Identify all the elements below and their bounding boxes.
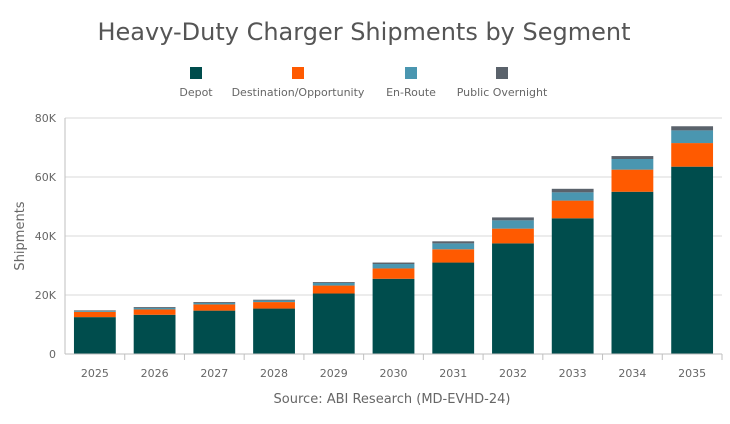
bar-2033-series-1 [551,200,594,219]
bar-2029-series-0 [312,293,355,354]
x-tick-label-2027: 2027 [200,367,228,380]
chart-title: Heavy-Duty Charger Shipments by Segment [97,18,630,46]
bar-2030-series-1 [372,268,415,279]
bar-2026-series-3 [133,307,176,308]
y-axis-title: Shipments [13,201,28,270]
bar-2029-series-1 [312,285,355,294]
x-tick-label-2029: 2029 [320,367,348,380]
x-tick-label-2028: 2028 [260,367,288,380]
bar-2028-series-3 [253,299,295,301]
legend-label-1: Destination/Opportunity [232,86,365,99]
bar-2031-series-0 [432,262,475,354]
legend-swatch-2 [405,67,417,79]
bar-2032-series-2 [492,220,534,229]
bar-2025-series-2 [73,310,116,312]
legend-label-2: En-Route [386,86,436,99]
y-tick-label-4: 80K [35,112,57,125]
bar-2033-series-2 [551,192,594,201]
bar-2027-series-3 [193,302,236,303]
y-tick-label-2: 40K [35,230,57,243]
bar-2026-series-2 [133,307,176,310]
bar-2035-series-1 [671,143,714,167]
x-tick-label-2031: 2031 [439,367,467,380]
x-tick-label-2034: 2034 [618,367,646,380]
legend: Depot Destination/Opportunity En-Route Publ… [179,67,548,99]
bar-2031-series-1 [432,249,475,263]
bar-2025-series-1 [73,311,116,318]
bar-2030-series-3 [372,262,415,265]
legend-label-0: Depot [179,86,213,99]
bar-2026-series-0 [133,314,176,354]
bar-2025-series-3 [73,310,116,311]
legend-swatch-0 [190,67,202,79]
x-tick-label-2030: 2030 [380,367,408,380]
bars [73,126,714,355]
bar-2025-series-0 [73,317,116,355]
axes: 0 20K 40K 60K 80K 2025 2026 2027 2028 2029 2030 203… [35,112,723,380]
bar-2034-series-0 [611,191,654,354]
bar-2032-series-1 [492,228,534,244]
legend-label-3: Public Overnight [457,86,548,99]
bar-2031-series-3 [432,241,475,244]
bar-2034-series-2 [611,159,654,170]
bar-2027-series-1 [193,304,236,311]
bar-2035-series-3 [671,126,714,131]
bar-2034-series-3 [611,156,654,160]
x-tick-label-2035: 2035 [678,367,706,380]
legend-swatch-3 [496,67,508,79]
bar-2035-series-0 [671,166,714,354]
bar-2028-series-2 [253,300,295,303]
bar-2035-series-2 [671,130,714,144]
x-tick-label-2025: 2025 [81,367,109,380]
y-tick-label-0: 0 [49,348,56,361]
bar-2030-series-0 [372,278,415,354]
source-note: Source: ABI Research (MD-EVHD-24) [274,392,511,407]
bar-2029-series-3 [312,282,355,283]
bar-2028-series-1 [253,302,295,309]
bar-2034-series-1 [611,169,654,192]
x-tick-label-2026: 2026 [141,367,169,380]
bar-2030-series-2 [372,264,415,269]
bar-2033-series-0 [551,218,594,354]
bar-2029-series-2 [312,282,355,286]
y-tick-label-3: 60K [35,171,57,184]
y-tick-label-1: 20K [35,289,57,302]
x-tick-label-2032: 2032 [499,367,527,380]
legend-swatch-1 [292,67,304,79]
bar-2028-series-0 [253,308,295,354]
bar-2027-series-0 [193,310,236,354]
bar-2033-series-3 [551,188,594,193]
bar-2026-series-1 [133,309,176,315]
x-tick-label-2033: 2033 [559,367,587,380]
bar-2032-series-3 [492,217,534,221]
bar-2027-series-2 [193,302,236,305]
bar-2031-series-2 [432,243,475,250]
bar-2032-series-0 [492,243,534,355]
